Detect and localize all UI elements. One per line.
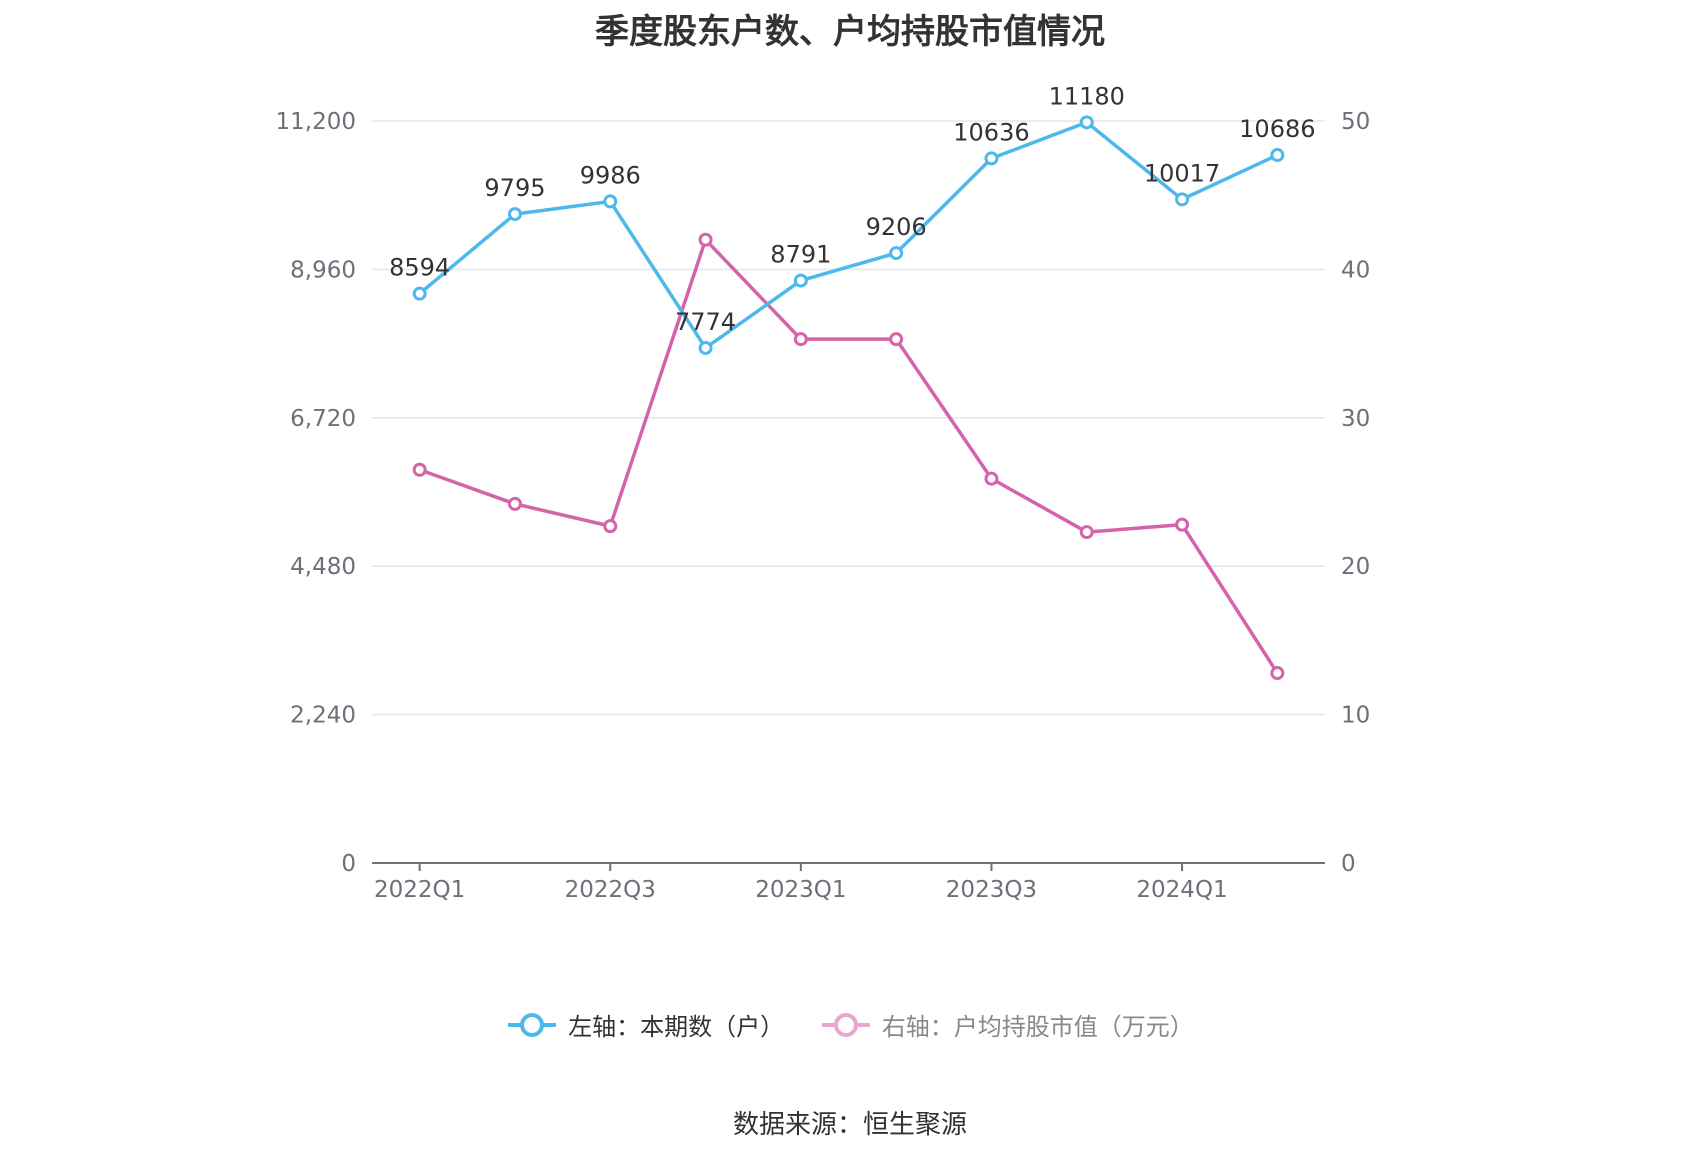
data-point-left: [507, 207, 522, 222]
legend-label-left: 左轴：本期数（户）: [568, 1013, 785, 1041]
y-right-tick-label: 10: [1341, 703, 1370, 729]
y-right-tick-label: 0: [1341, 851, 1356, 877]
data-point-left: [1270, 148, 1285, 163]
y-right-tick-label: 30: [1341, 406, 1370, 432]
data-point-left: [793, 273, 808, 288]
plot-area: 8594 9795 9986 7774 8791 9206 10636 11180 10017 1…: [389, 82, 1316, 681]
data-point-right: [698, 232, 713, 247]
line-chart: 0 2,240 4,480 6,720 8,960 11,200 0 10 20 30 40 50 20…: [276, 82, 1371, 903]
legend-item-right-series[interactable]: 右轴：户均持股市值（万元）: [820, 1007, 1194, 1042]
x-tick-label: 2022Q3: [565, 877, 656, 903]
y-left-tick-label: 0: [341, 851, 356, 877]
data-label: 9795: [484, 174, 545, 202]
legend-swatch-left: [508, 1012, 557, 1037]
data-label: 10686: [1239, 115, 1315, 143]
data-point-left: [412, 286, 427, 301]
data-label: 11180: [1049, 82, 1125, 110]
legend-item-left-series[interactable]: 左轴：本期数（户）: [506, 1007, 784, 1042]
x-tick-label: 2024Q1: [1136, 877, 1227, 903]
data-point-left: [1079, 115, 1094, 130]
data-point-left: [698, 340, 713, 355]
legend-label-right: 右轴：户均持股市值（万元）: [881, 1013, 1194, 1041]
data-point-left: [1175, 192, 1190, 207]
data-point-left: [984, 151, 999, 166]
legend[interactable]: 左轴：本期数（户） 右轴：户均持股市值（万元）: [0, 1007, 1700, 1043]
series-line-right: [419, 237, 1279, 674]
x-tick-label: 2023Q3: [946, 877, 1037, 903]
y-left-tick-label: 8,960: [290, 257, 356, 283]
y-left-tick-label: 2,240: [290, 703, 356, 729]
data-point-right: [507, 496, 522, 511]
data-label: 7774: [675, 308, 736, 336]
data-point-right: [984, 471, 999, 486]
data-label: 8791: [770, 241, 831, 269]
data-point-left: [889, 246, 904, 261]
data-label: 9206: [866, 213, 927, 241]
axes: [372, 862, 1325, 871]
data-point-right: [1270, 666, 1285, 681]
data-point-right: [603, 519, 618, 534]
x-tick-label: 2023Q1: [755, 877, 846, 903]
data-point-right: [1079, 525, 1094, 540]
y-right-tick-label: 40: [1341, 257, 1370, 283]
data-label: 8594: [389, 254, 450, 282]
data-label: 10017: [1144, 159, 1220, 187]
grid-lines: [372, 120, 1325, 716]
x-tick-label: 2022Q1: [374, 877, 465, 903]
data-point-left: [603, 194, 618, 209]
chart-title: 季度股东户数、户均持股市值情况: [595, 12, 1105, 52]
data-label: 9986: [580, 161, 641, 189]
data-point-right: [1175, 517, 1190, 532]
y-left-tick-label: 11,200: [276, 109, 356, 135]
y-right-tick-label: 50: [1341, 109, 1370, 135]
data-source: 数据来源：恒生聚源: [732, 1110, 967, 1140]
y-right-tick-label: 20: [1341, 554, 1370, 580]
data-point-right: [412, 462, 427, 477]
y-left-tick-label: 4,480: [290, 554, 356, 580]
y-left-tick-label: 6,720: [290, 406, 356, 432]
series-line-left: [418, 120, 1279, 350]
data-point-right: [889, 332, 904, 347]
tick-labels: 0 2,240 4,480 6,720 8,960 11,200 0 10 20 30 40 50 20…: [276, 109, 1371, 903]
data-label: 10636: [953, 118, 1029, 146]
legend-swatch-right: [821, 1012, 870, 1037]
data-point-right: [793, 332, 808, 347]
